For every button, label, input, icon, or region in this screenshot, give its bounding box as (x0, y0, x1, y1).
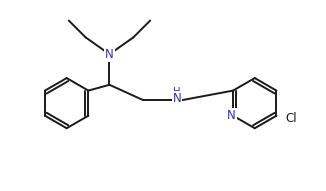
Text: H: H (173, 87, 181, 96)
Text: Cl: Cl (285, 112, 297, 125)
Text: N: N (105, 48, 114, 61)
Text: N: N (227, 109, 236, 122)
Text: N: N (172, 92, 181, 105)
